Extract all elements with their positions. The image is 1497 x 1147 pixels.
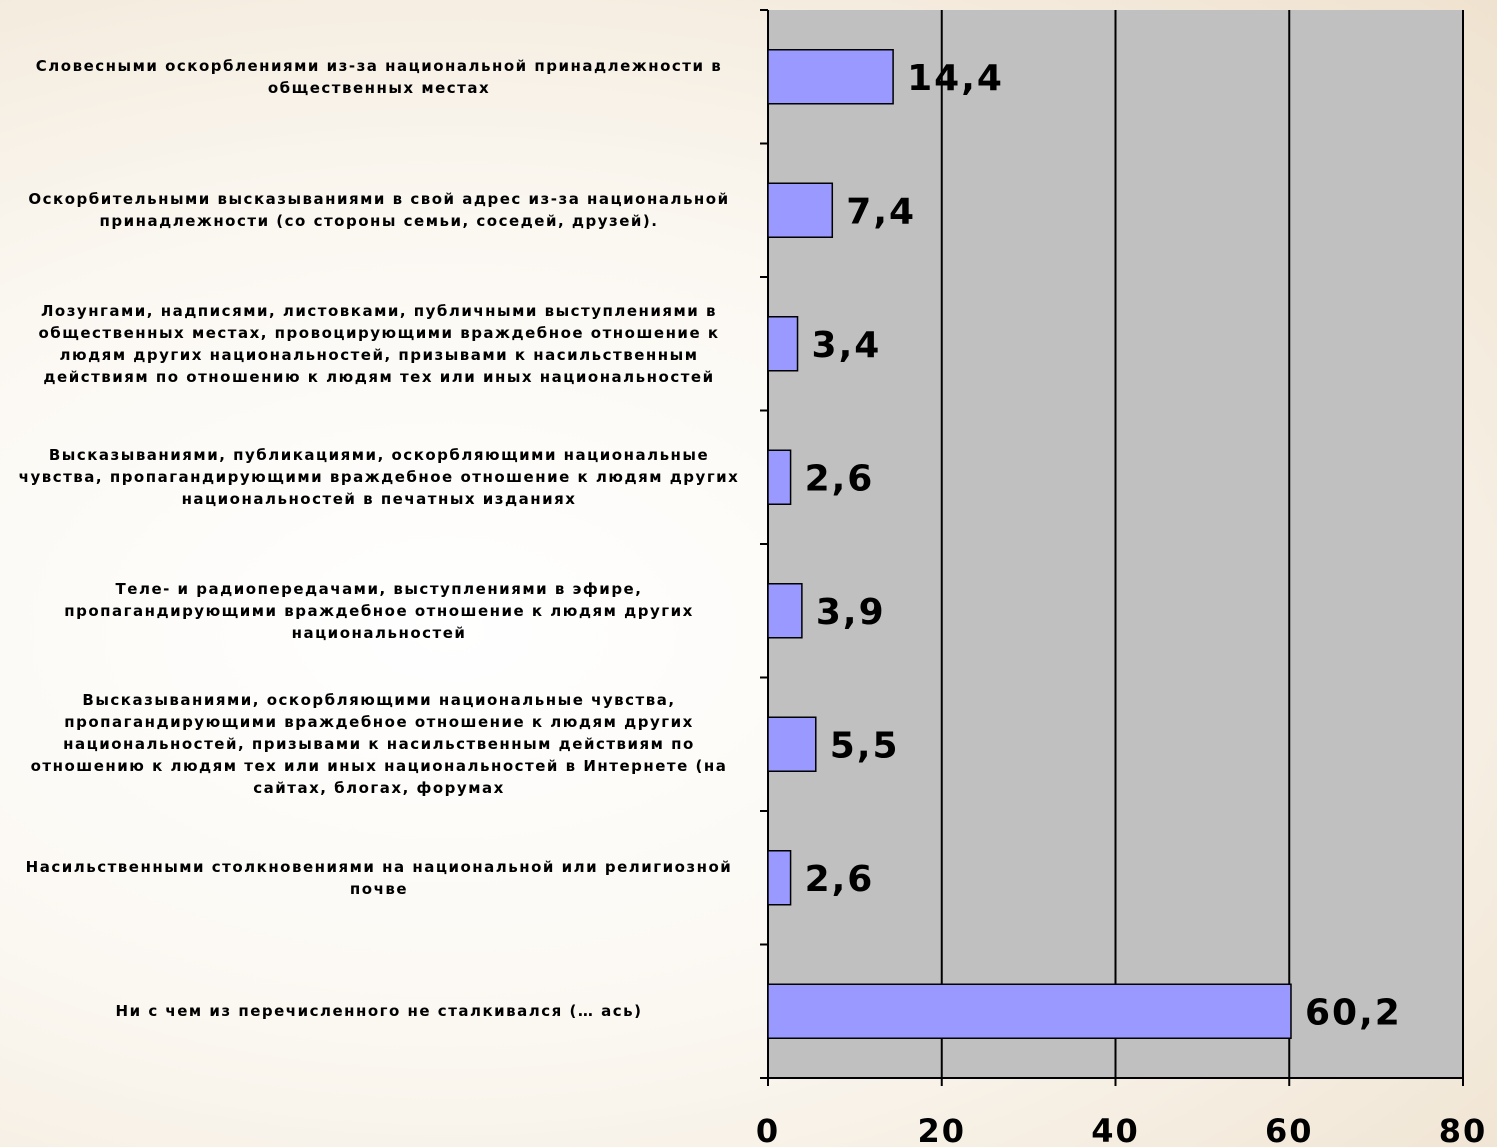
category-label: Высказываниями, публикациями, оскорбляющ…: [18, 446, 740, 509]
data-label: 5,5: [830, 725, 900, 766]
data-label: 60,2: [1305, 992, 1402, 1033]
bar: [767, 850, 792, 906]
bar: [767, 583, 803, 639]
bar: [767, 716, 817, 772]
data-label: 3,9: [816, 592, 886, 633]
bar: [767, 49, 894, 105]
x-tick-label: 20: [917, 1112, 966, 1147]
category-label: Лозунгами, надписями, листовками, публич…: [38, 301, 720, 386]
bar: [767, 983, 1292, 1039]
data-label: 2,6: [805, 859, 875, 900]
category-label: Словесными оскорблениями из-за националь…: [35, 56, 723, 97]
data-label: 14,4: [907, 58, 1004, 99]
category-label: Оскорбительными высказываниями в свой ад…: [28, 190, 730, 231]
category-label: Насильственными столкновениями на национ…: [25, 857, 733, 898]
x-tick-label: 40: [1091, 1112, 1140, 1147]
x-tick-label: 0: [756, 1112, 780, 1147]
bar: [767, 316, 799, 372]
category-label: Теле- и радиопередачами, выступлениями в…: [64, 579, 694, 642]
data-label: 3,4: [812, 325, 882, 366]
bar: [767, 182, 834, 238]
category-label: Ни с чем из перечисленного не сталкивалс…: [115, 1002, 643, 1021]
x-tick-label: 80: [1439, 1112, 1488, 1147]
data-label: 7,4: [846, 191, 916, 232]
data-label: 2,6: [805, 458, 875, 499]
bar: [767, 449, 792, 505]
category-label: Высказываниями, оскорбляющими национальн…: [30, 691, 728, 798]
x-tick-label: 60: [1265, 1112, 1314, 1147]
